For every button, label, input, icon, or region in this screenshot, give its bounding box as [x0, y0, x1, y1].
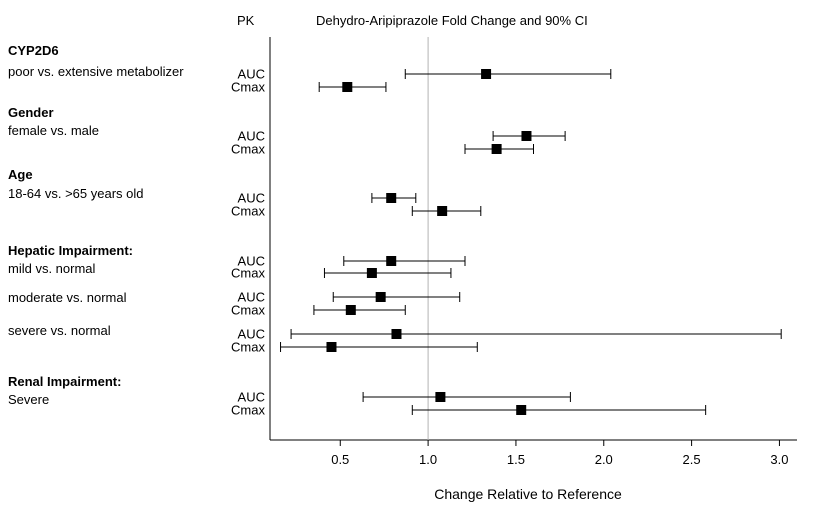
- subgroup-label: female vs. male: [8, 123, 99, 138]
- point-estimate: [391, 329, 402, 339]
- point-estimate: [521, 131, 532, 141]
- pk-row-label: Cmax: [231, 80, 265, 95]
- point-estimate: [435, 392, 446, 402]
- pk-row-label: Cmax: [231, 266, 265, 281]
- subgroup-label: severe vs. normal: [8, 323, 111, 338]
- point-estimate: [366, 268, 377, 278]
- pk-row-label: AUC: [238, 290, 265, 305]
- group-header: Gender: [8, 105, 54, 120]
- x-tick-label: 1.5: [507, 452, 525, 467]
- pk-row-label: AUC: [238, 390, 265, 405]
- pk-row-label: AUC: [238, 67, 265, 82]
- subgroup-label: poor vs. extensive metabolizer: [8, 64, 184, 79]
- point-estimate: [481, 69, 492, 79]
- point-estimate: [345, 305, 356, 315]
- x-tick-label: 1.0: [419, 452, 437, 467]
- x-tick-label: 2.0: [595, 452, 613, 467]
- pk-row-label: Cmax: [231, 340, 265, 355]
- pk-row-label: AUC: [238, 191, 265, 206]
- pk-row-label: AUC: [238, 254, 265, 269]
- subgroup-label: 18-64 vs. >65 years old: [8, 186, 144, 201]
- point-estimate: [386, 256, 397, 266]
- subgroup-label: moderate vs. normal: [8, 290, 127, 305]
- subgroup-label: mild vs. normal: [8, 261, 96, 276]
- pk-row-label: AUC: [238, 327, 265, 342]
- pk-row-label: Cmax: [231, 204, 265, 219]
- pk-row-label: Cmax: [231, 303, 265, 318]
- x-axis-label: Change Relative to Reference: [434, 486, 622, 502]
- pk-row-label: AUC: [238, 129, 265, 144]
- group-header: Renal Impairment:: [8, 374, 121, 389]
- group-header: Age: [8, 167, 33, 182]
- pk-row-label: Cmax: [231, 142, 265, 157]
- group-header: Hepatic Impairment:: [8, 243, 133, 258]
- subgroup-label: Severe: [8, 392, 49, 407]
- point-estimate: [437, 206, 448, 216]
- point-estimate: [491, 144, 502, 154]
- pk-row-label: Cmax: [231, 403, 265, 418]
- point-estimate: [516, 405, 527, 415]
- group-header: CYP2D6: [8, 43, 59, 58]
- pk-column-header: PK: [237, 13, 255, 28]
- point-estimate: [342, 82, 353, 92]
- point-estimate: [375, 292, 386, 302]
- point-estimate: [326, 342, 337, 352]
- x-tick-label: 3.0: [770, 452, 788, 467]
- x-tick-label: 0.5: [331, 452, 349, 467]
- chart-title: Dehydro-Aripiprazole Fold Change and 90%…: [316, 13, 588, 28]
- point-estimate: [386, 193, 397, 203]
- x-tick-label: 2.5: [683, 452, 701, 467]
